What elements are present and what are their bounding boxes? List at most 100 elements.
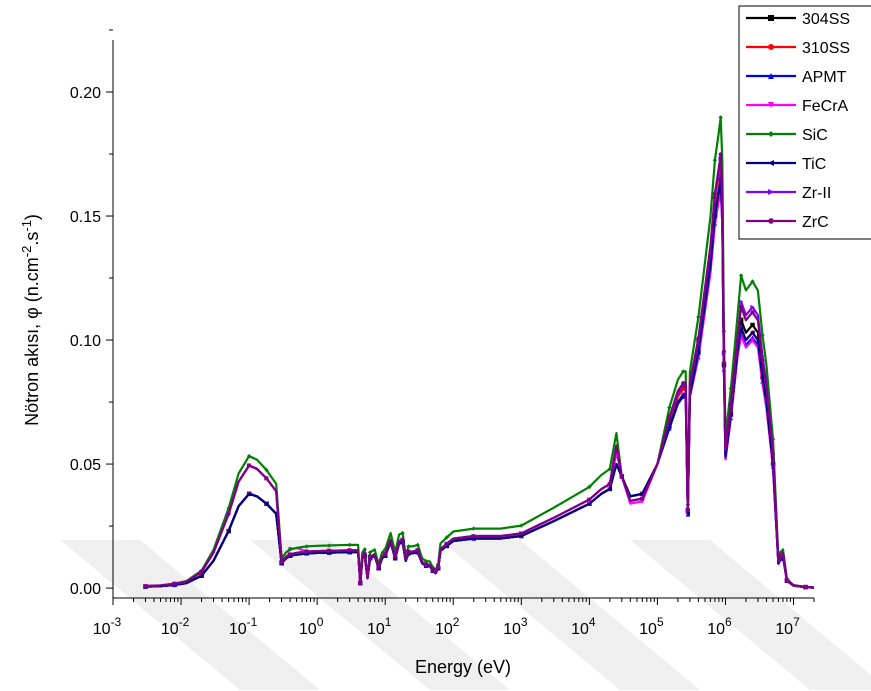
- data-point: [587, 497, 592, 502]
- data-point: [768, 218, 774, 224]
- data-point: [738, 325, 744, 330]
- legend-label: APMT: [802, 69, 847, 86]
- x-tick-label: 10-1: [229, 615, 258, 638]
- data-point: [423, 559, 429, 564]
- data-point: [718, 115, 723, 120]
- y-tick-label: 0.00: [70, 581, 101, 598]
- y-tick-label: 0.20: [70, 85, 101, 102]
- data-point: [681, 381, 686, 385]
- data-point: [667, 405, 672, 410]
- legend-item: 304SS: [746, 11, 850, 28]
- legend-label: FeCrA: [802, 98, 849, 115]
- legend-label: Zr-II: [802, 185, 831, 202]
- data-point: [587, 501, 592, 506]
- data-point: [264, 467, 269, 473]
- data-point: [667, 415, 672, 420]
- data-point: [400, 530, 405, 536]
- data-point: [471, 534, 476, 538]
- legend-label: 304SS: [802, 11, 850, 28]
- data-point: [770, 452, 776, 457]
- data-point: [768, 73, 774, 79]
- data-point: [471, 526, 476, 531]
- legend-label: SiC: [802, 127, 828, 144]
- legend-item: 310SS: [746, 40, 850, 57]
- x-axis-ticks: 10-3 10-2 10-1 100 101 102 103 104 105 106 107: [93, 598, 815, 638]
- legend-item: TiC: [746, 156, 826, 173]
- data-point: [246, 453, 252, 459]
- data-point: [768, 44, 774, 50]
- data-point: [607, 486, 613, 492]
- data-point: [415, 548, 420, 553]
- data-point: [172, 581, 177, 586]
- data-point: [750, 279, 755, 284]
- data-point: [738, 304, 744, 309]
- legend-item: SiC: [746, 127, 828, 144]
- legend-item: Zr-II: [746, 185, 831, 202]
- y-tick-label: 0.15: [70, 209, 101, 226]
- data-point: [607, 481, 613, 486]
- data-point: [685, 511, 691, 516]
- y-axis-title-mid: .s: [22, 232, 42, 246]
- data-point: [696, 314, 701, 320]
- data-point: [738, 299, 744, 304]
- data-point: [246, 463, 252, 468]
- series-layer: [143, 115, 814, 590]
- data-point: [681, 392, 686, 397]
- data-point: [667, 424, 672, 430]
- data-point: [696, 336, 701, 341]
- x-axis-title: Energy (eV): [415, 657, 511, 677]
- data-point: [750, 322, 755, 328]
- x-tick-label: 103: [503, 615, 528, 638]
- data-point: [712, 213, 718, 219]
- y-tick-label: 0.05: [70, 457, 101, 474]
- legend-label: TiC: [802, 156, 826, 173]
- legend-item: FeCrA: [746, 98, 849, 115]
- x-tick-label: 106: [707, 615, 732, 638]
- data-point: [728, 402, 734, 406]
- data-point: [685, 507, 691, 512]
- data-point: [444, 541, 449, 546]
- data-point: [226, 512, 231, 516]
- x-tick-label: 102: [435, 615, 460, 638]
- y-axis-title: Nötron akısı, φ (n.cm-2.s-1): [19, 214, 42, 426]
- data-point: [199, 570, 204, 574]
- data-point: [738, 273, 744, 278]
- data-point: [304, 544, 309, 549]
- data-point: [423, 562, 429, 567]
- data-point: [444, 535, 449, 540]
- legend: 304SS 310SS APMT FeCrA SiC TiC Zr-II ZrC: [738, 5, 871, 240]
- data-point: [768, 160, 774, 166]
- data-point: [246, 491, 252, 497]
- data-point: [712, 158, 718, 163]
- data-point: [347, 548, 352, 553]
- data-point: [415, 542, 420, 548]
- data-point: [712, 191, 718, 196]
- data-point: [768, 131, 774, 137]
- data-point: [143, 584, 148, 589]
- data-point: [750, 304, 755, 310]
- data-point: [362, 547, 367, 552]
- data-point: [750, 310, 755, 315]
- data-point: [264, 476, 269, 481]
- data-point: [803, 585, 808, 589]
- data-point: [400, 537, 405, 542]
- data-point: [287, 552, 293, 557]
- legend-box: [738, 5, 871, 240]
- data-point: [607, 466, 613, 472]
- data-point: [750, 338, 755, 343]
- data-point: [760, 375, 765, 380]
- data-point: [362, 552, 367, 557]
- legend-item: ZrC: [746, 214, 829, 231]
- y-axis-title-close: ): [22, 214, 42, 220]
- data-point: [519, 531, 524, 536]
- series-line: [145, 116, 814, 589]
- data-point: [721, 349, 727, 354]
- data-point: [750, 330, 755, 335]
- data-point: [430, 567, 435, 572]
- data-point: [519, 523, 524, 528]
- data-point: [640, 496, 645, 501]
- data-point: [619, 474, 625, 479]
- series-tic: [143, 176, 814, 590]
- series-line: [145, 177, 814, 589]
